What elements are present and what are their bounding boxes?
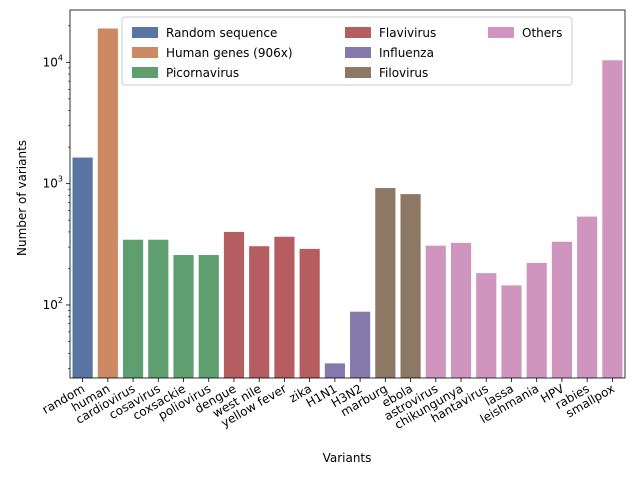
bar-ebola xyxy=(400,194,421,378)
legend: Random sequence Human genes (906x) Picorna… xyxy=(121,16,573,86)
x-ticks-group: randomhumancardioviruscosaviruscoxsackie… xyxy=(40,378,617,432)
axes-group xyxy=(69,9,626,379)
legend-label: Influenza xyxy=(379,46,434,60)
legend-swatch xyxy=(345,27,371,38)
bar-dengue xyxy=(223,231,245,378)
bar-yellow-fever xyxy=(274,236,295,378)
bar-lassa xyxy=(501,285,522,378)
legend-swatch xyxy=(488,27,514,38)
y-ticks-group: 102 103 104 xyxy=(43,25,70,369)
y-tick-label: 102 xyxy=(43,296,63,312)
bar-chikungunya xyxy=(450,242,472,378)
bar-west-nile xyxy=(249,246,270,378)
bar-H3N2 xyxy=(350,311,371,378)
y-axis-label: Number of variants xyxy=(15,140,29,256)
bar-zika xyxy=(299,248,320,378)
legend-swatch xyxy=(132,47,158,58)
bar-HPV xyxy=(551,241,573,378)
bar-marburg xyxy=(375,188,396,378)
bar-hantavirus xyxy=(476,273,497,378)
legend-label: Human genes (906x) xyxy=(166,46,293,60)
legend-swatch xyxy=(345,67,371,78)
legend-label: Random sequence xyxy=(166,26,277,40)
bars-group xyxy=(72,28,623,378)
x-axis-label: Variants xyxy=(323,451,372,465)
plot-frame xyxy=(69,9,626,379)
legend-label: Picornavirus xyxy=(166,66,239,80)
legend-swatch xyxy=(345,47,371,58)
bar-poliovirus xyxy=(198,255,219,378)
bar-random xyxy=(72,157,93,378)
legend-label: Flavivirus xyxy=(379,26,436,40)
bar-cosavirus xyxy=(148,239,169,378)
y-tick-label: 103 xyxy=(43,175,63,191)
legend-swatch xyxy=(132,27,158,38)
bar-H1N1 xyxy=(324,363,345,378)
bar-astrovirus xyxy=(425,245,446,378)
legend-label: Filovirus xyxy=(379,66,428,80)
bar-coxsackie xyxy=(173,255,194,378)
bar-rabies xyxy=(577,216,598,378)
legend-label: Others xyxy=(522,26,562,40)
legend-swatch xyxy=(132,67,158,78)
bar-cardiovirus xyxy=(122,239,144,378)
bar-human xyxy=(97,28,118,378)
bar-smallpox xyxy=(602,60,623,378)
bar-leishmania xyxy=(526,262,547,378)
y-tick-label: 104 xyxy=(43,53,63,69)
